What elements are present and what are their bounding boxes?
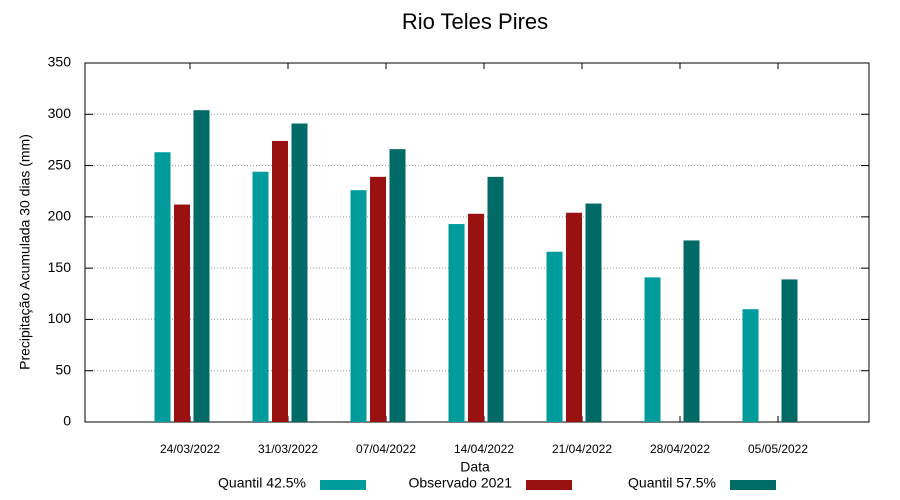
x-tick-label: 05/05/2022 (748, 442, 808, 456)
y-tick-label: 200 (48, 208, 72, 224)
bar (644, 277, 661, 422)
y-tick-label: 250 (48, 156, 72, 172)
x-tick-label: 21/04/2022 (552, 442, 612, 456)
x-tick-label: 14/04/2022 (454, 442, 514, 456)
y-tick-label: 350 (48, 54, 72, 70)
legend-label: Quantil 42.5% (218, 475, 306, 491)
bar (252, 171, 269, 422)
bar (585, 203, 602, 422)
legend-swatch (320, 480, 366, 490)
bar (193, 110, 210, 422)
y-tick-label: 100 (48, 310, 72, 326)
bar (781, 279, 798, 422)
y-tick-label: 50 (55, 361, 71, 377)
y-tick-label: 300 (48, 105, 72, 121)
bar (174, 204, 190, 422)
legend-swatch (730, 480, 776, 490)
y-axis-label: Precipitação Acumulada 30 dias (mm) (17, 134, 33, 370)
x-tick-label: 24/03/2022 (160, 442, 220, 456)
bar (487, 176, 504, 422)
bar (683, 240, 700, 422)
bar (566, 212, 582, 422)
legend-swatch (526, 480, 572, 490)
x-tick-label: 07/04/2022 (356, 442, 416, 456)
bar (370, 176, 386, 422)
bar (272, 140, 288, 422)
bar (448, 224, 465, 422)
legend-label: Quantil 57.5% (628, 475, 716, 491)
bar (546, 251, 563, 422)
bar (350, 190, 367, 422)
legend-label: Observado 2021 (408, 475, 512, 491)
x-tick-label: 31/03/2022 (258, 442, 318, 456)
y-tick-label: 150 (48, 259, 72, 275)
bar (154, 152, 171, 423)
y-tick-label: 0 (63, 413, 71, 429)
x-tick-label: 28/04/2022 (650, 442, 710, 456)
bar (742, 309, 759, 422)
bar (291, 123, 308, 422)
bar (389, 149, 406, 422)
x-axis-label: Data (460, 459, 490, 475)
chart-title: Rio Teles Pires (402, 9, 548, 34)
bar (468, 213, 484, 422)
